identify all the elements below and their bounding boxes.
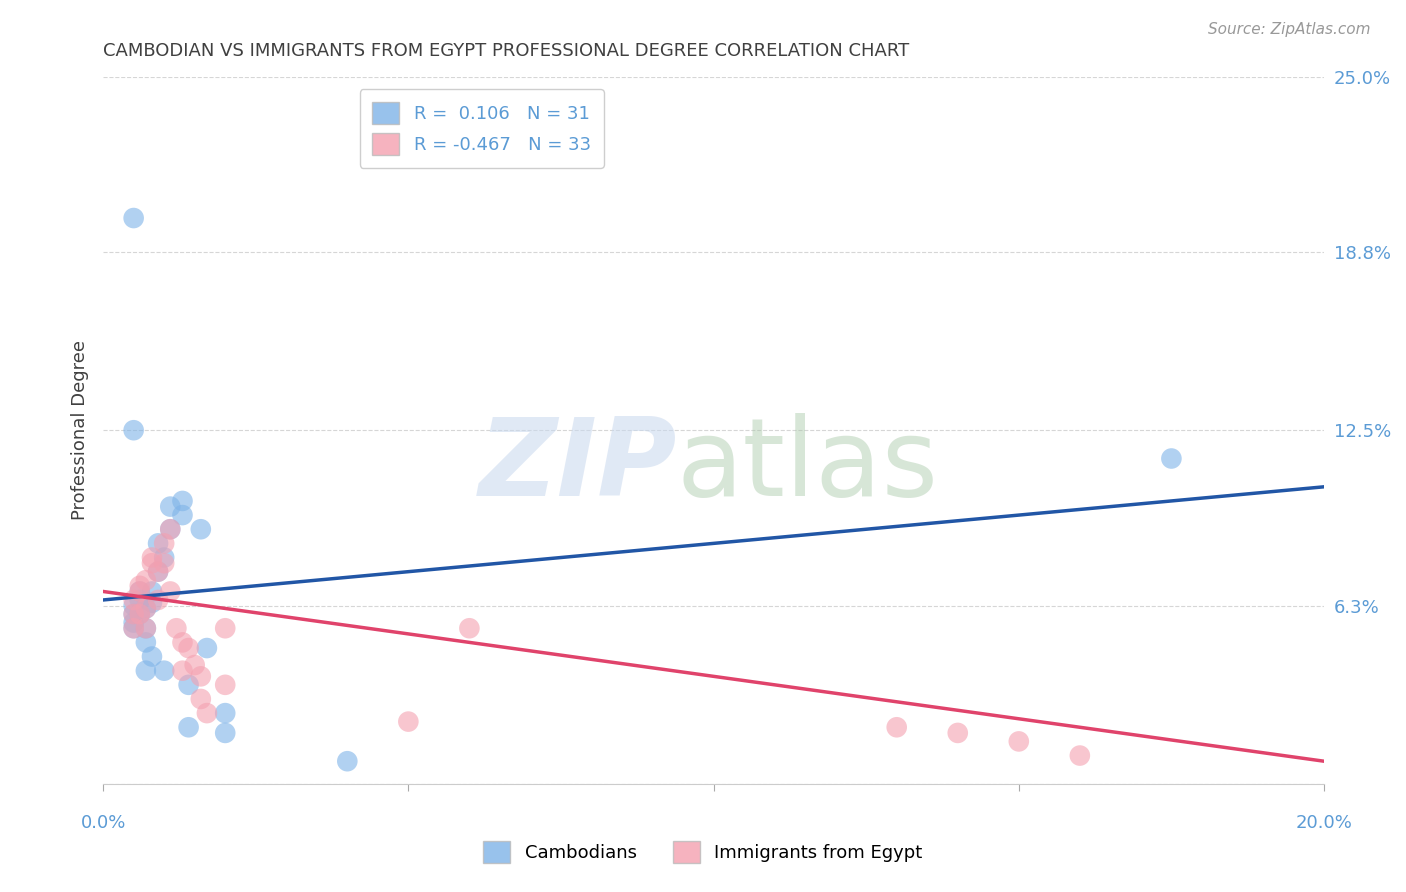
Point: [214, 726, 236, 740]
Point: [146, 536, 169, 550]
Point: [122, 607, 145, 621]
Text: atlas: atlas: [676, 413, 939, 518]
Point: [128, 579, 150, 593]
Point: [128, 593, 150, 607]
Text: 0.0%: 0.0%: [80, 814, 125, 832]
Point: [128, 607, 150, 621]
Point: [190, 692, 212, 706]
Point: [146, 593, 169, 607]
Point: [122, 607, 145, 621]
Text: ZIP: ZIP: [478, 413, 676, 518]
Point: [146, 565, 169, 579]
Point: [396, 714, 419, 729]
Point: [458, 621, 481, 635]
Point: [172, 494, 194, 508]
Point: [153, 664, 176, 678]
Point: [946, 726, 969, 740]
Point: [177, 678, 200, 692]
Point: [190, 522, 212, 536]
Point: [165, 621, 187, 635]
Point: [190, 669, 212, 683]
Point: [1008, 734, 1031, 748]
Point: [1069, 748, 1091, 763]
Point: [135, 601, 157, 615]
Text: Source: ZipAtlas.com: Source: ZipAtlas.com: [1208, 22, 1371, 37]
Point: [141, 556, 163, 570]
Point: [172, 508, 194, 522]
Point: [122, 593, 145, 607]
Y-axis label: Professional Degree: Professional Degree: [72, 340, 89, 520]
Point: [122, 615, 145, 630]
Point: [135, 664, 157, 678]
Text: 20.0%: 20.0%: [1295, 814, 1353, 832]
Point: [214, 706, 236, 720]
Point: [159, 522, 181, 536]
Point: [159, 500, 181, 514]
Point: [146, 565, 169, 579]
Legend: Cambodians, Immigrants from Egypt: Cambodians, Immigrants from Egypt: [472, 830, 934, 874]
Point: [214, 678, 236, 692]
Point: [141, 550, 163, 565]
Point: [122, 599, 145, 613]
Point: [159, 584, 181, 599]
Point: [135, 621, 157, 635]
Point: [1160, 451, 1182, 466]
Point: [177, 720, 200, 734]
Point: [183, 658, 205, 673]
Point: [128, 607, 150, 621]
Point: [135, 601, 157, 615]
Point: [122, 423, 145, 437]
Point: [172, 635, 194, 649]
Point: [122, 621, 145, 635]
Legend: R =  0.106   N = 31, R = -0.467   N = 33: R = 0.106 N = 31, R = -0.467 N = 33: [360, 89, 603, 168]
Point: [141, 584, 163, 599]
Point: [159, 522, 181, 536]
Point: [135, 621, 157, 635]
Point: [336, 754, 359, 768]
Point: [153, 550, 176, 565]
Point: [128, 584, 150, 599]
Point: [128, 584, 150, 599]
Point: [122, 211, 145, 225]
Point: [153, 556, 176, 570]
Point: [195, 706, 218, 720]
Text: CAMBODIAN VS IMMIGRANTS FROM EGYPT PROFESSIONAL DEGREE CORRELATION CHART: CAMBODIAN VS IMMIGRANTS FROM EGYPT PROFE…: [103, 42, 910, 60]
Point: [135, 573, 157, 587]
Point: [214, 621, 236, 635]
Point: [141, 649, 163, 664]
Point: [172, 664, 194, 678]
Point: [122, 621, 145, 635]
Point: [195, 641, 218, 656]
Point: [135, 635, 157, 649]
Point: [886, 720, 908, 734]
Point: [177, 641, 200, 656]
Point: [153, 536, 176, 550]
Point: [141, 596, 163, 610]
